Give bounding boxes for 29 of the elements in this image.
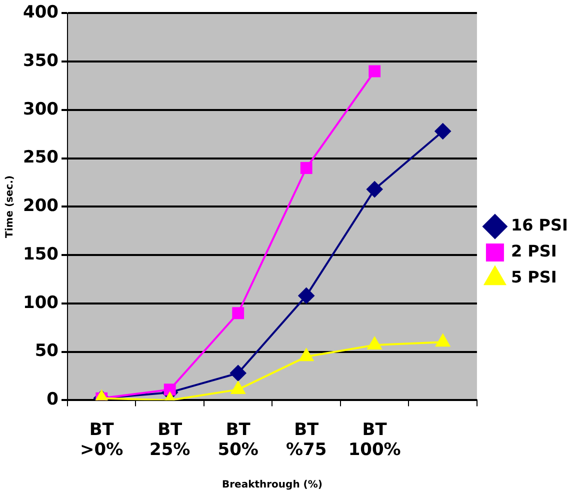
point [298,288,314,304]
y-tick-label: 400 [22,2,59,23]
x-tick-label: BT >0% [80,420,124,460]
y-tick-label: 200 [22,196,59,216]
x-tick-label: BT 25% [150,420,190,460]
point [436,334,450,347]
point [300,162,312,174]
point [232,307,244,320]
x-axis-title: Breakthrough (%) [222,480,322,491]
legend-label: 16 PSI [510,216,568,235]
point [366,181,383,198]
y-tick-label: 250 [22,148,59,168]
point [231,382,246,394]
y-tick-label: 50 [34,341,59,362]
point [368,337,382,350]
y-tick-label: 350 [22,50,59,71]
x-tick-label: BT %75 [286,420,327,460]
y-tick-label: 150 [22,244,59,264]
point [368,65,381,78]
y-tick-label: 100 [22,292,59,313]
point [434,123,451,140]
y-tick-label: 0 [46,390,59,410]
point [299,348,314,362]
y-axis-title: Time (sec.) [4,175,16,238]
y-tick-label: 300 [22,99,59,120]
x-tick-label: BT 100% [348,420,401,460]
legend-label: 5 PSI [510,268,557,287]
legend-label: 2 PSI [510,242,557,261]
x-tick-label: BT 50% [218,420,258,460]
